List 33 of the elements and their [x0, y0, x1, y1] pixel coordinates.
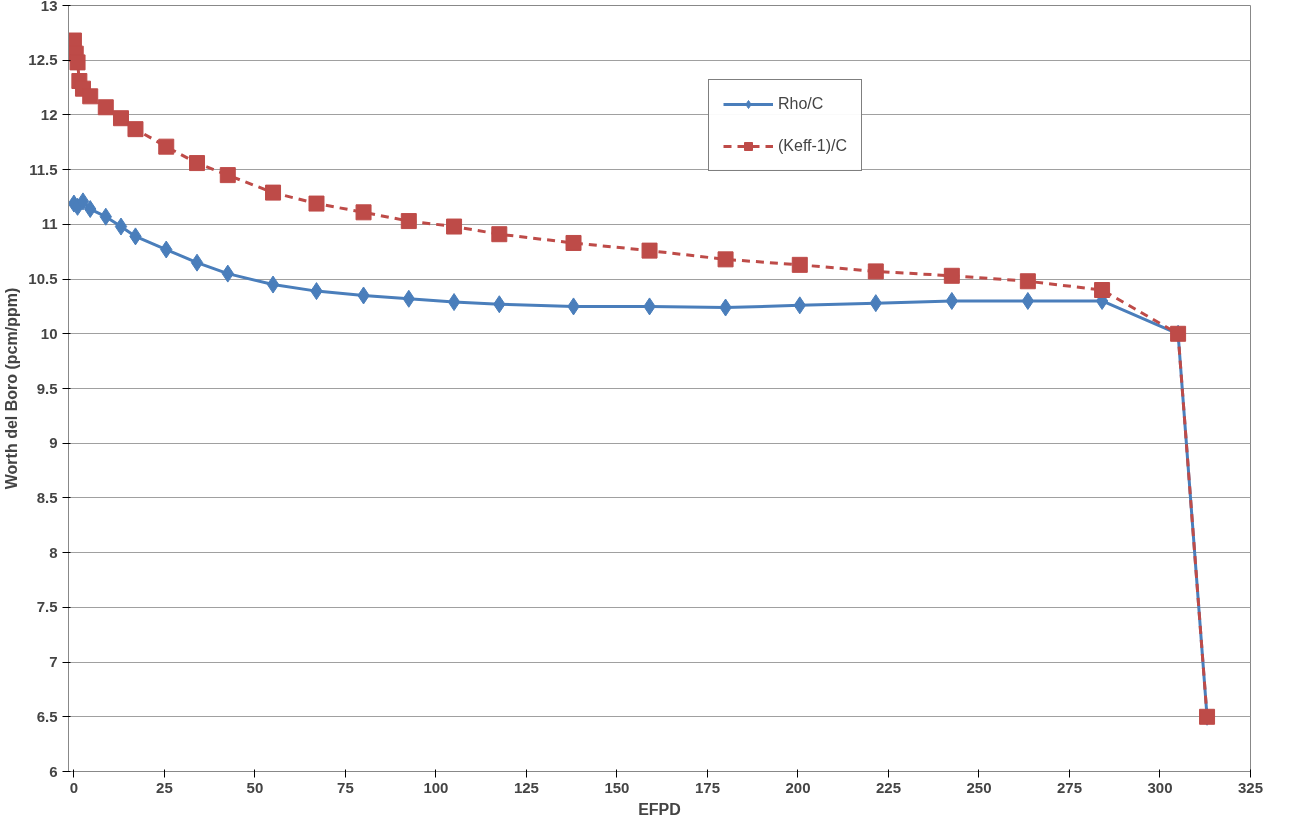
y-tick-label: 10 — [40, 324, 58, 342]
y-tick-label: 7 — [49, 653, 58, 671]
legend-label: Rho/C — [778, 95, 824, 113]
y-tick-label: 10.5 — [28, 270, 58, 288]
x-tick-label: 150 — [604, 778, 630, 796]
y-tick-label: 11 — [41, 215, 58, 233]
x-tick-label: 275 — [1056, 778, 1083, 796]
x-tick-label: 25 — [156, 778, 173, 796]
x-axis-title: EFPD — [638, 800, 681, 818]
x-tick-label: 325 — [1237, 778, 1264, 796]
x-tick-label: 250 — [966, 778, 992, 796]
y-tick-label: 13 — [40, 0, 58, 14]
y-tick-label: 9 — [49, 434, 58, 452]
x-tick-label: 225 — [875, 778, 901, 796]
y-tick-label: 6.5 — [36, 707, 58, 725]
x-tick-label: 0 — [69, 778, 79, 796]
x-tick-label: 300 — [1147, 778, 1173, 796]
x-tick-label: 100 — [423, 778, 449, 796]
x-tick-label: 200 — [785, 778, 811, 796]
y-axis-title: Worth del Boro (pcm/ppm) — [3, 287, 21, 490]
x-tick-label: 75 — [337, 778, 354, 796]
x-tick-label: 50 — [246, 778, 264, 796]
y-tick-label: 11.5 — [29, 160, 58, 178]
y-tick-label: 6 — [49, 762, 58, 780]
y-tick-label: 12.5 — [28, 51, 58, 69]
y-tick-label: 12 — [40, 105, 58, 123]
x-tick-label: 175 — [694, 778, 720, 796]
y-tick-label: 8.5 — [36, 488, 58, 506]
y-tick-label: 7.5 — [36, 598, 58, 616]
y-tick-label: 8 — [49, 543, 58, 561]
y-tick-label: 9.5 — [36, 379, 58, 397]
legend-label: (Keff-1)/C — [778, 137, 848, 155]
x-tick-label: 125 — [513, 778, 539, 796]
